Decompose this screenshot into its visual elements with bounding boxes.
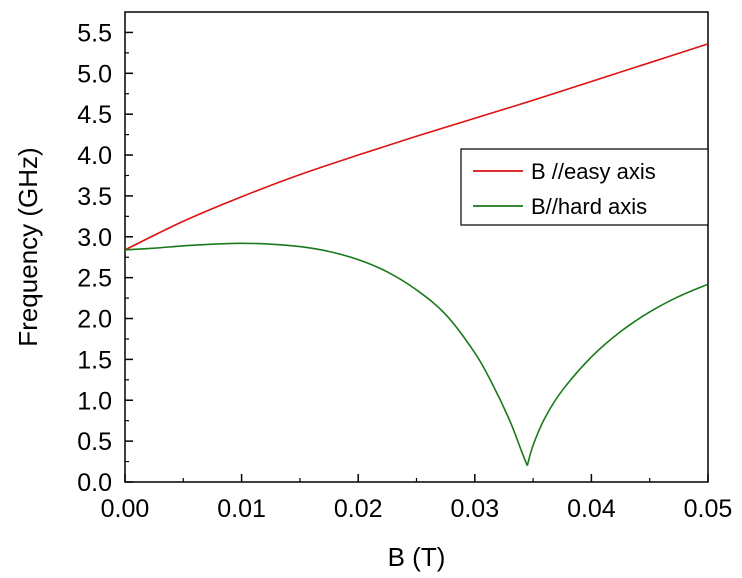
legend: B //easy axis B//hard axis (460, 148, 709, 226)
y-tick-label: 2.5 (77, 265, 112, 293)
y-tick-label: 0.0 (77, 469, 112, 497)
y-tick-label: 4.0 (77, 142, 112, 170)
y-tick-label: 5.0 (77, 60, 112, 88)
x-axis-ticks: 0.00 0.01 0.02 0.03 0.04 0.05 (101, 474, 733, 523)
y-tick-label: 2.0 (77, 306, 112, 334)
legend-label: B //easy axis (531, 159, 656, 184)
x-tick-label: 0.02 (334, 495, 383, 523)
x-tick-label: 0.01 (217, 495, 266, 523)
y-axis-ticks: 0.0 0.5 1.0 1.5 2.0 2.5 3.0 3.5 4.0 4.5 5.0 5.5 (77, 19, 133, 497)
plot-frame-group (124, 11, 709, 483)
x-tick-label: 0.03 (450, 495, 499, 523)
y-axis-label: Frequency (GHz) (13, 147, 43, 346)
y-tick-label: 4.5 (77, 101, 112, 129)
legend-label: B//hard axis (531, 194, 647, 219)
y-tick-label: 0.5 (77, 428, 112, 456)
x-tick-label: 0.05 (684, 495, 733, 523)
series-lines (124, 43, 709, 466)
y-tick-label: 5.5 (77, 19, 112, 47)
x-tick-label: 0.00 (101, 495, 150, 523)
plot-frame (124, 11, 709, 483)
y-tick-label: 1.0 (77, 387, 112, 415)
series-line-hard-axis (124, 242, 529, 466)
legend-box (460, 148, 709, 226)
series-line-hard-axis (526, 283, 709, 466)
y-tick-label: 1.5 (77, 346, 112, 374)
y-tick-label: 3.0 (77, 224, 112, 252)
y-tick-label: 3.5 (77, 183, 112, 211)
x-tick-label: 0.04 (567, 495, 616, 523)
series-line-easy-axis (124, 43, 709, 251)
x-axis-label: B (T) (388, 542, 446, 572)
